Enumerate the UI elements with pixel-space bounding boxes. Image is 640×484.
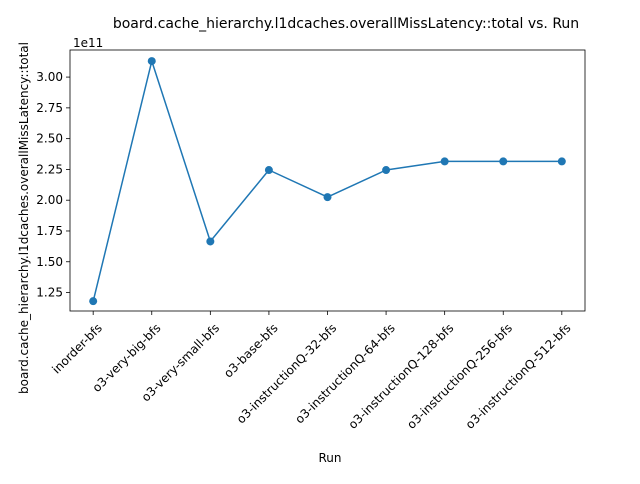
y-axis-offset-label: 1e11 xyxy=(73,36,103,50)
chart-title: board.cache_hierarchy.l1dcaches.overallM… xyxy=(113,16,579,32)
plot-frame xyxy=(69,49,586,312)
data-point xyxy=(440,157,449,166)
y-tick-label: 2.25 xyxy=(36,162,63,176)
x-axis-label: Run xyxy=(318,451,341,465)
y-tick-label: 2.50 xyxy=(36,132,63,146)
data-point xyxy=(499,157,508,166)
y-tick-label: 2.00 xyxy=(36,193,63,207)
y-tick-label: 1.50 xyxy=(36,255,63,269)
data-point xyxy=(264,166,273,175)
data-point xyxy=(382,166,391,175)
y-tick-label: 1.75 xyxy=(36,224,63,238)
data-point xyxy=(147,57,156,66)
data-point xyxy=(206,237,215,246)
y-tick-label: 2.75 xyxy=(36,101,63,115)
y-axis-label: board.cache_hierarchy.l1dcaches.overallM… xyxy=(17,42,31,394)
data-point xyxy=(557,157,566,166)
y-tick-label: 3.00 xyxy=(36,70,63,84)
data-point xyxy=(89,297,98,306)
y-tick-label: 1.25 xyxy=(36,286,63,300)
data-point xyxy=(323,193,332,202)
